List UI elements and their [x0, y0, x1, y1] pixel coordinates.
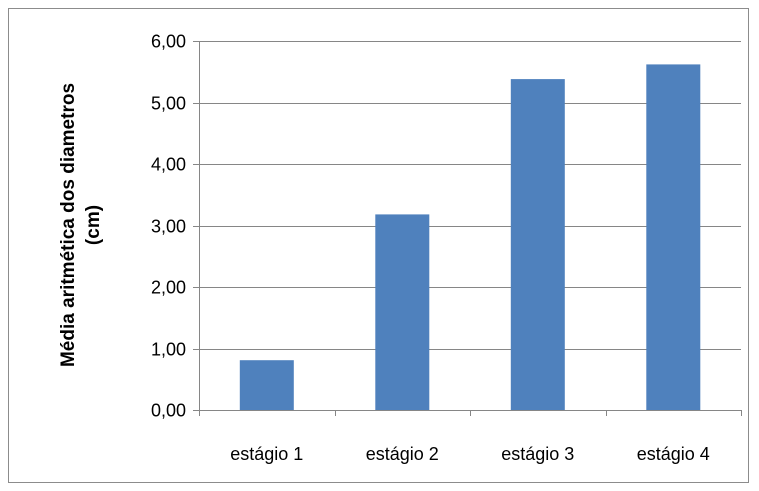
y-axis-title-line-2-wrapper: (cm)	[83, 205, 104, 245]
x-tick-label: estágio 4	[637, 444, 710, 464]
y-tick-label: 1,00	[151, 340, 186, 360]
y-tick-label: 2,00	[151, 278, 186, 298]
x-tick-label: estágio 1	[230, 444, 303, 464]
y-tick-label: 4,00	[151, 155, 186, 175]
y-tick-label: 5,00	[151, 94, 186, 114]
y-axis-title-line-2: (cm)	[83, 205, 104, 245]
bar	[510, 79, 565, 410]
x-tick-labels: estágio 1 estágio 2 estágio 3 estágio 4	[230, 444, 710, 464]
y-tick-label: 6,00	[151, 32, 186, 52]
y-tick-labels: 0,00 1,00 2,00 3,00 4,00 5,00 6,00	[151, 32, 186, 421]
x-tick-label: estágio 3	[501, 444, 574, 464]
bar	[239, 360, 294, 410]
y-tick-label: 3,00	[151, 217, 186, 237]
axes	[193, 41, 742, 416]
y-tick-label: 0,00	[151, 401, 186, 421]
x-tick-label: estágio 2	[366, 444, 439, 464]
bar	[646, 64, 701, 411]
bars	[239, 64, 701, 411]
y-axis-title: Média aritmética dos diametros	[58, 83, 79, 367]
y-axis-title-line-1: Média aritmética dos diametros	[58, 83, 79, 367]
bar	[375, 214, 430, 410]
